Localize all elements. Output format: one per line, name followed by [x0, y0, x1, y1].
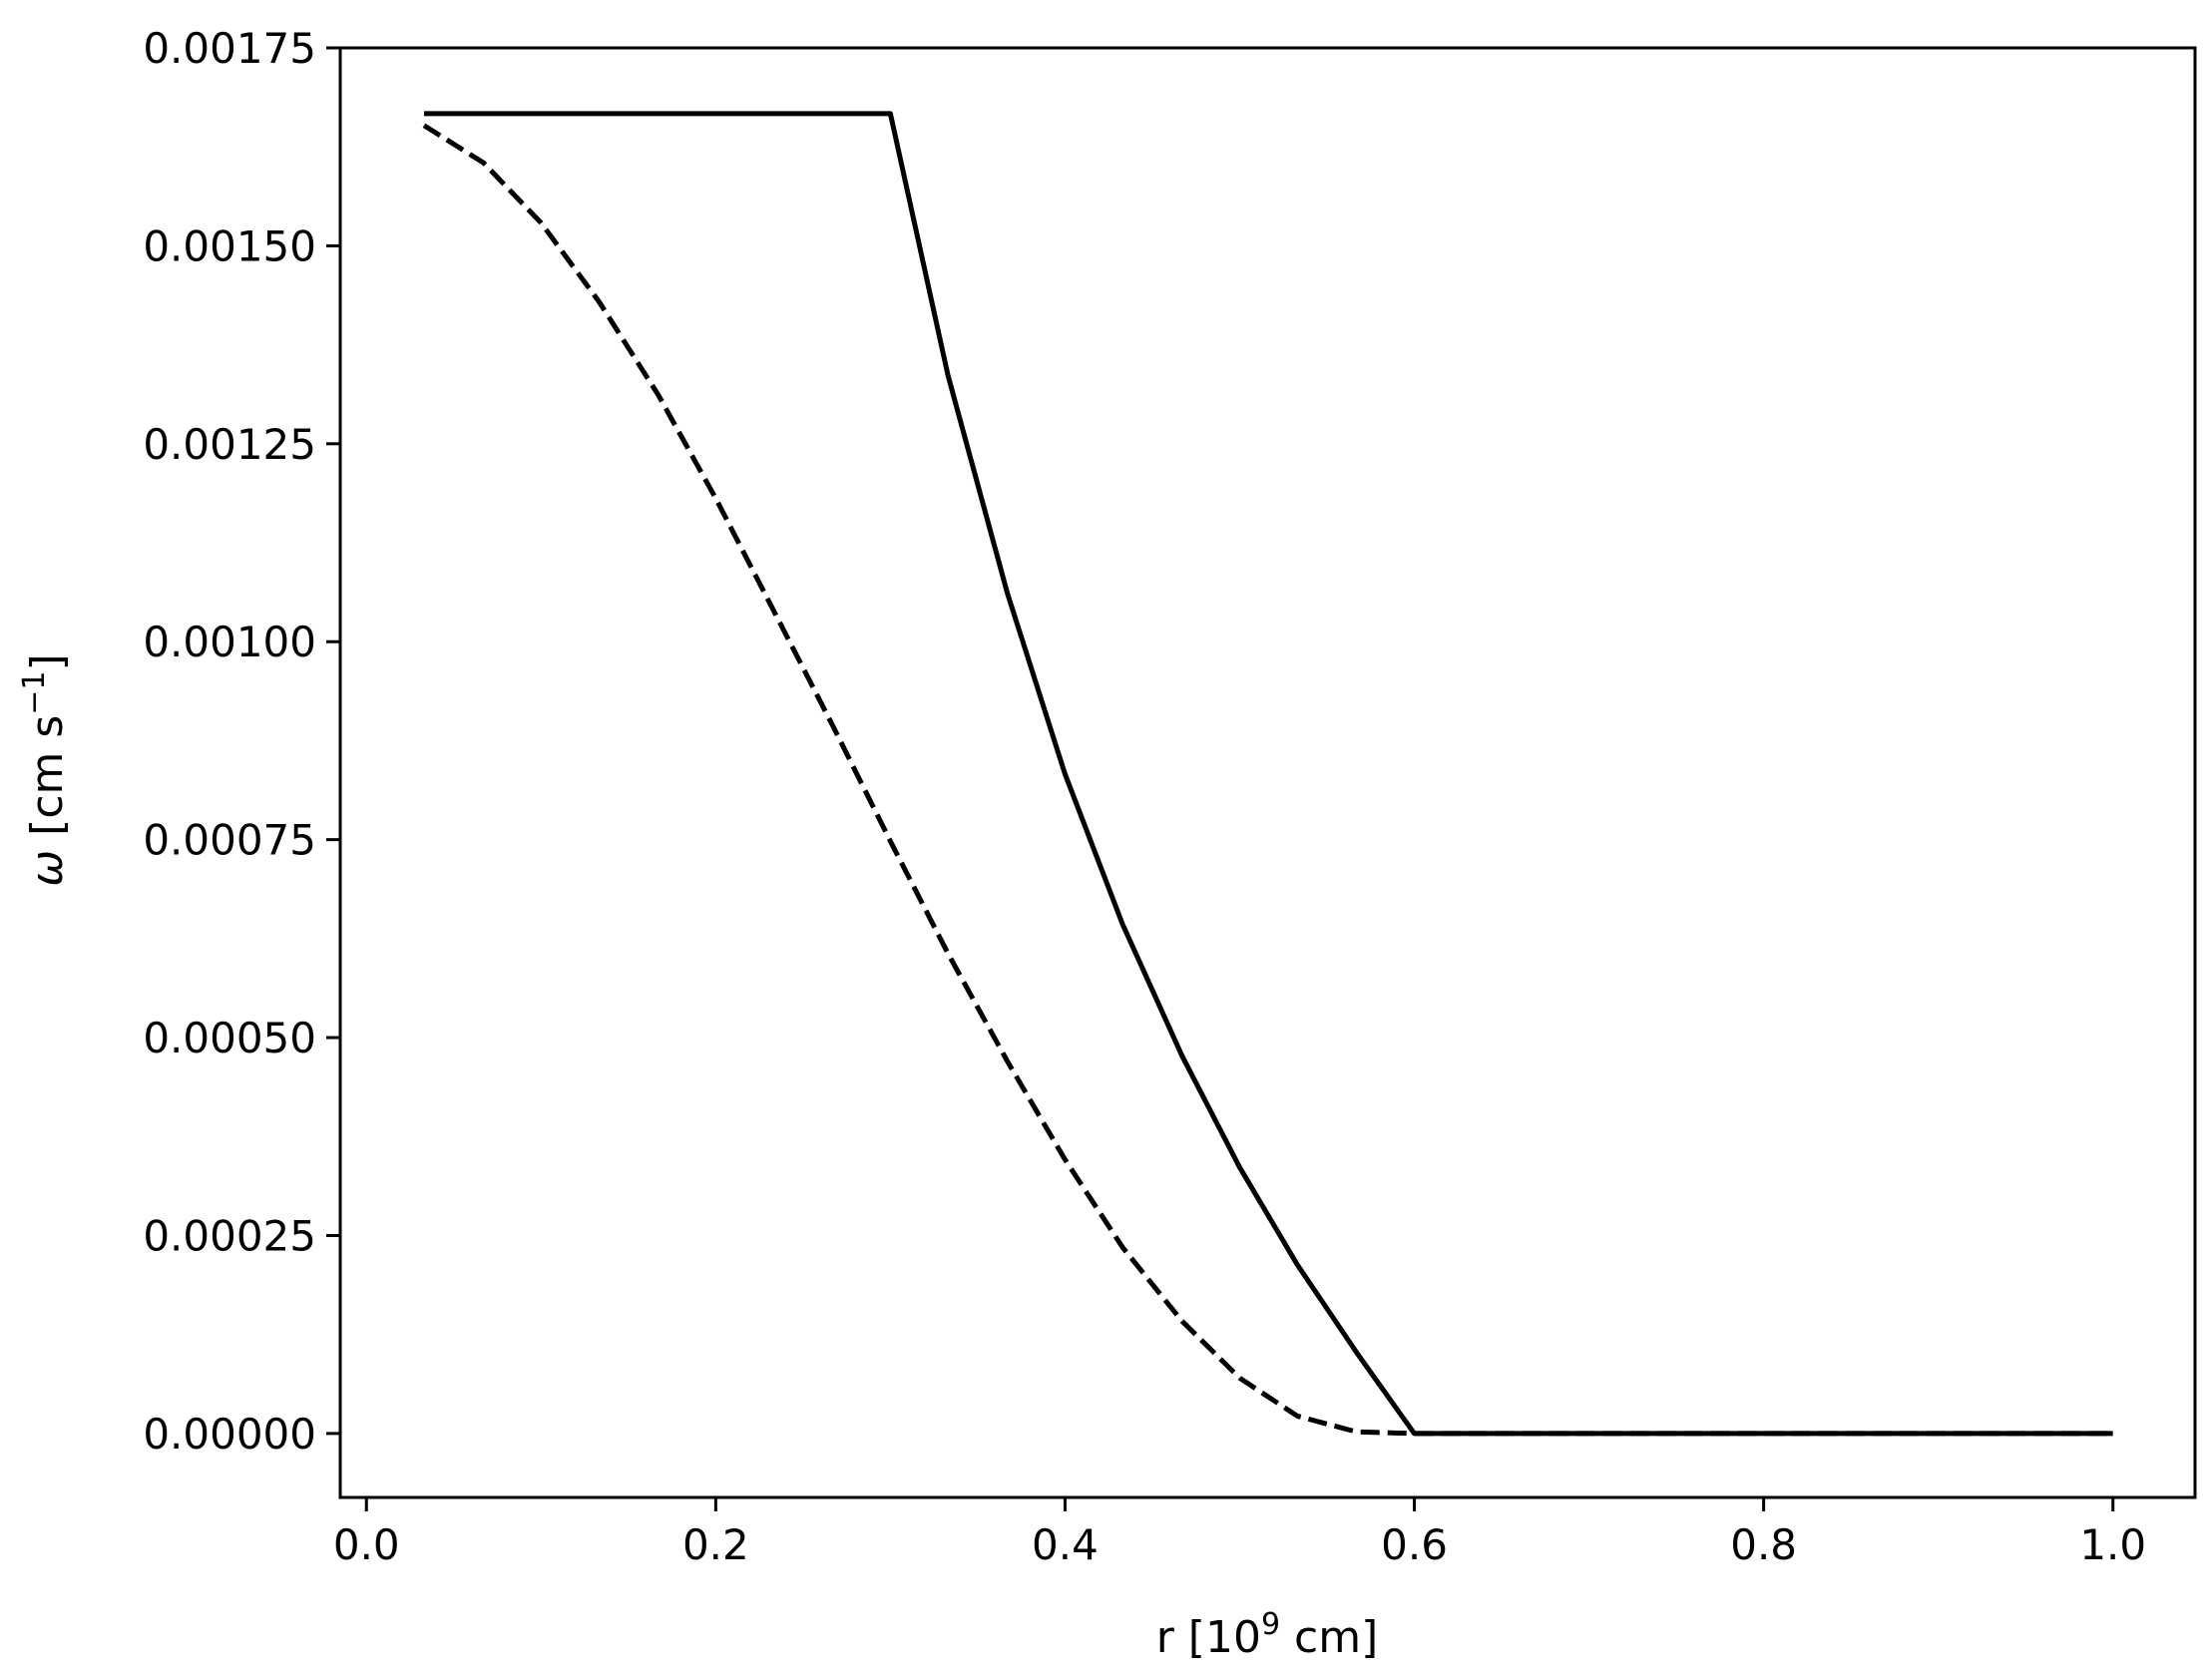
- x-axis-label-superscript: 9: [1261, 1607, 1280, 1642]
- series-line-dashed: [422, 123, 2113, 1437]
- y-tick-label: 0.00075: [143, 816, 316, 865]
- plot-frame: [338, 46, 2197, 1499]
- x-tick-label: 0.4: [1032, 1520, 1099, 1569]
- x-tick-label: 0.8: [1730, 1520, 1797, 1569]
- y-tick-label: 0.00150: [143, 221, 316, 270]
- y-tick-label: 0.00025: [143, 1211, 316, 1260]
- y-axis-label-suffix: ]: [22, 653, 73, 670]
- x-tick-label: 1.0: [2079, 1520, 2146, 1569]
- y-tick-label: 0.00125: [143, 420, 316, 469]
- y-axis-label-symbol: ω: [22, 850, 73, 887]
- x-tick-label: 0.6: [1381, 1520, 1448, 1569]
- x-tick-label: 0.2: [682, 1520, 749, 1569]
- series-line-solid: [424, 111, 2113, 1437]
- x-tick-label: 0.0: [333, 1520, 400, 1569]
- x-axis: 0.0 0.2 0.4 0.6 0.8 1.0: [333, 1497, 2146, 1569]
- y-tick-label: 0.00000: [143, 1410, 316, 1459]
- y-tick-label: 0.00050: [143, 1014, 316, 1062]
- y-tick-label: 0.00100: [143, 618, 316, 666]
- x-axis-label-suffix: cm]: [1280, 1612, 1378, 1663]
- y-axis-label-base: [cm s: [22, 715, 73, 850]
- y-axis: 0.00000 0.00025 0.00050 0.00075 0.00100 0.001…: [143, 24, 340, 1459]
- x-axis-label: r [109 cm]: [1156, 1607, 1379, 1663]
- x-axis-label-base: r [10: [1156, 1612, 1261, 1663]
- plot-area: [422, 111, 2113, 1437]
- y-axis-label: ω [cm s−1]: [17, 653, 73, 886]
- y-tick-label: 0.00175: [143, 24, 316, 73]
- y-axis-label-superscript: −1: [17, 670, 52, 714]
